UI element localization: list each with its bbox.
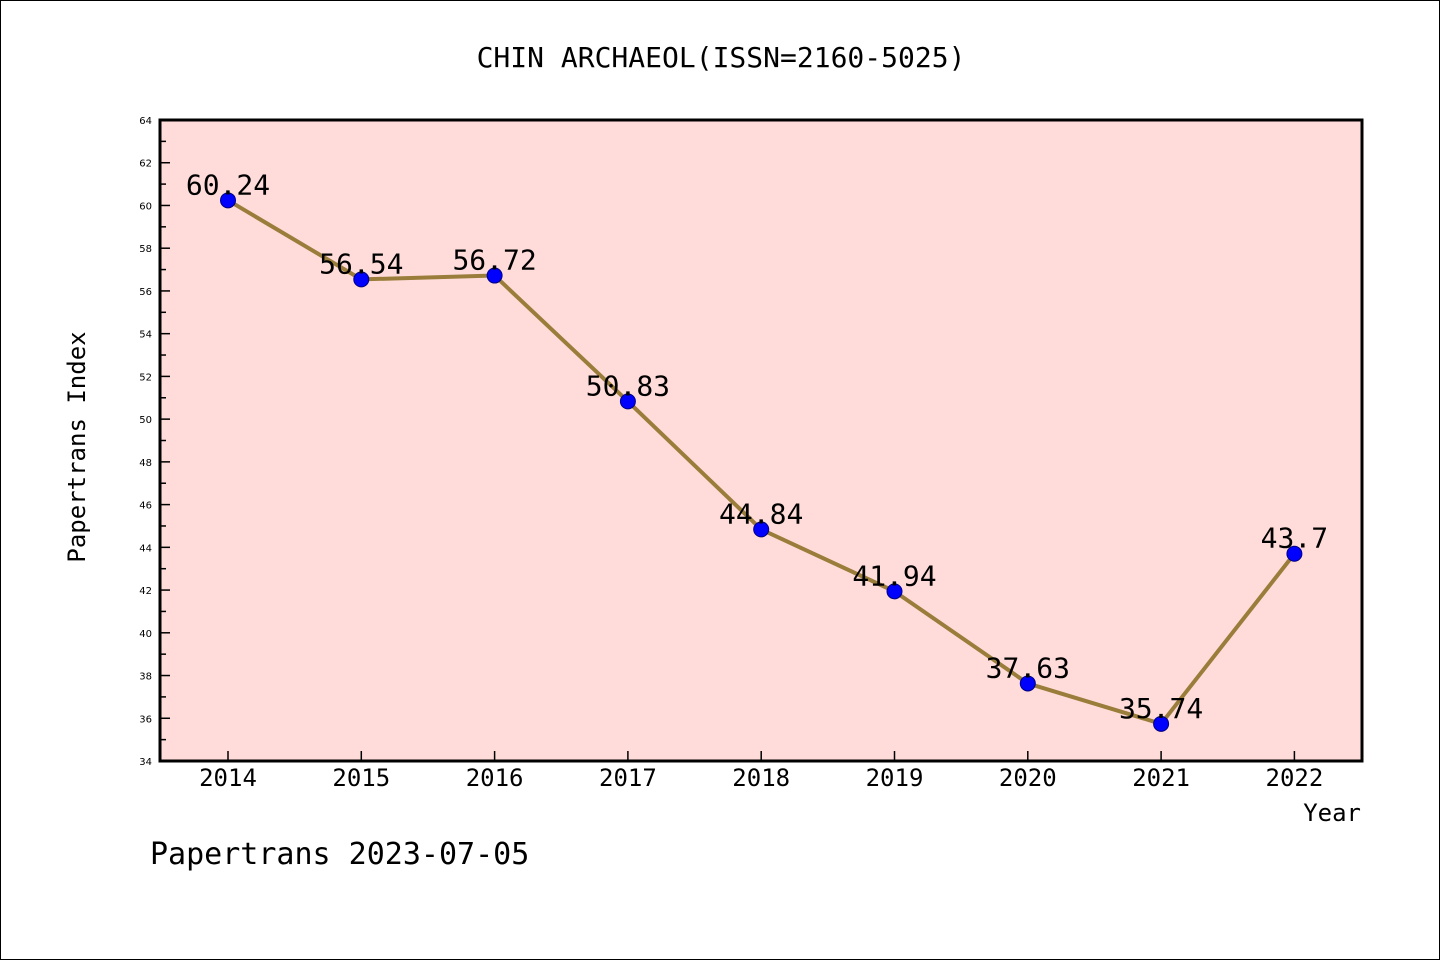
data-label: 35.74 — [1119, 692, 1203, 725]
data-label: 56.72 — [452, 244, 536, 277]
series-line-group — [220, 192, 1303, 732]
x-tick-label: 2016 — [466, 764, 524, 792]
x-tick-label: 2020 — [999, 764, 1057, 792]
y-tick-label: 40 — [139, 629, 152, 640]
y-tick-label: 54 — [139, 330, 152, 341]
data-label: 41.94 — [852, 559, 936, 592]
y-tick-label: 62 — [139, 159, 152, 170]
y-tick-label: 50 — [139, 415, 152, 426]
data-label: 60.24 — [186, 168, 270, 201]
data-point — [753, 521, 770, 538]
x-tick-label: 2022 — [1266, 764, 1324, 792]
y-axis-label: Papertrans Index — [63, 331, 91, 562]
y-tick-label: 64 — [139, 116, 152, 127]
footer-text: Papertrans 2023-07-05 — [150, 837, 529, 872]
data-point — [619, 393, 636, 410]
y-tick-label: 36 — [139, 714, 152, 725]
data-label: 50.83 — [586, 369, 670, 402]
x-tick-label: 2021 — [1132, 764, 1190, 792]
data-point — [220, 192, 236, 209]
data-label: 44.84 — [719, 497, 803, 530]
y-tick-label: 34 — [139, 757, 152, 768]
x-tick-label: 2015 — [332, 764, 390, 792]
data-point — [886, 583, 903, 600]
x-tick-label: 2017 — [599, 764, 657, 792]
y-tick-label: 46 — [139, 501, 152, 512]
x-tick-label: 2018 — [732, 764, 790, 792]
y-tick-label: 56 — [139, 287, 152, 298]
data-point — [1019, 675, 1036, 692]
plot-area — [158, 118, 1364, 763]
x-tick-label: 2019 — [866, 764, 924, 792]
chart-title: CHIN ARCHAEOL(ISSN=2160-5025) — [477, 41, 966, 74]
y-tick-label: 60 — [139, 201, 152, 212]
y-tick-label: 52 — [139, 372, 152, 383]
data-labels: 60.24 56.54 56.72 50.83 44.84 41.94 37.63 35.74… — [186, 168, 1328, 724]
y-tick-label: 48 — [139, 458, 152, 469]
y-axis: 34 36 38 40 42 44 46 48 50 52 54 56 58 60 62 64 — [139, 116, 170, 768]
y-tick-label: 58 — [139, 244, 152, 255]
data-point — [353, 271, 370, 288]
data-point — [486, 267, 503, 284]
data-label: 56.54 — [319, 247, 403, 280]
y-tick-label: 44 — [139, 543, 152, 554]
x-axis: 2014 2015 2016 2017 2018 2019 2020 2021 2022 — [199, 751, 1323, 792]
y-tick-label: 38 — [139, 672, 152, 683]
y-tick-label: 42 — [139, 586, 152, 597]
data-point — [1286, 545, 1303, 562]
data-label: 43.7 — [1261, 522, 1328, 555]
x-tick-label: 2014 — [199, 764, 257, 792]
data-label: 37.63 — [986, 651, 1070, 684]
data-point — [1153, 715, 1170, 732]
x-axis-label: Year — [1303, 799, 1361, 827]
